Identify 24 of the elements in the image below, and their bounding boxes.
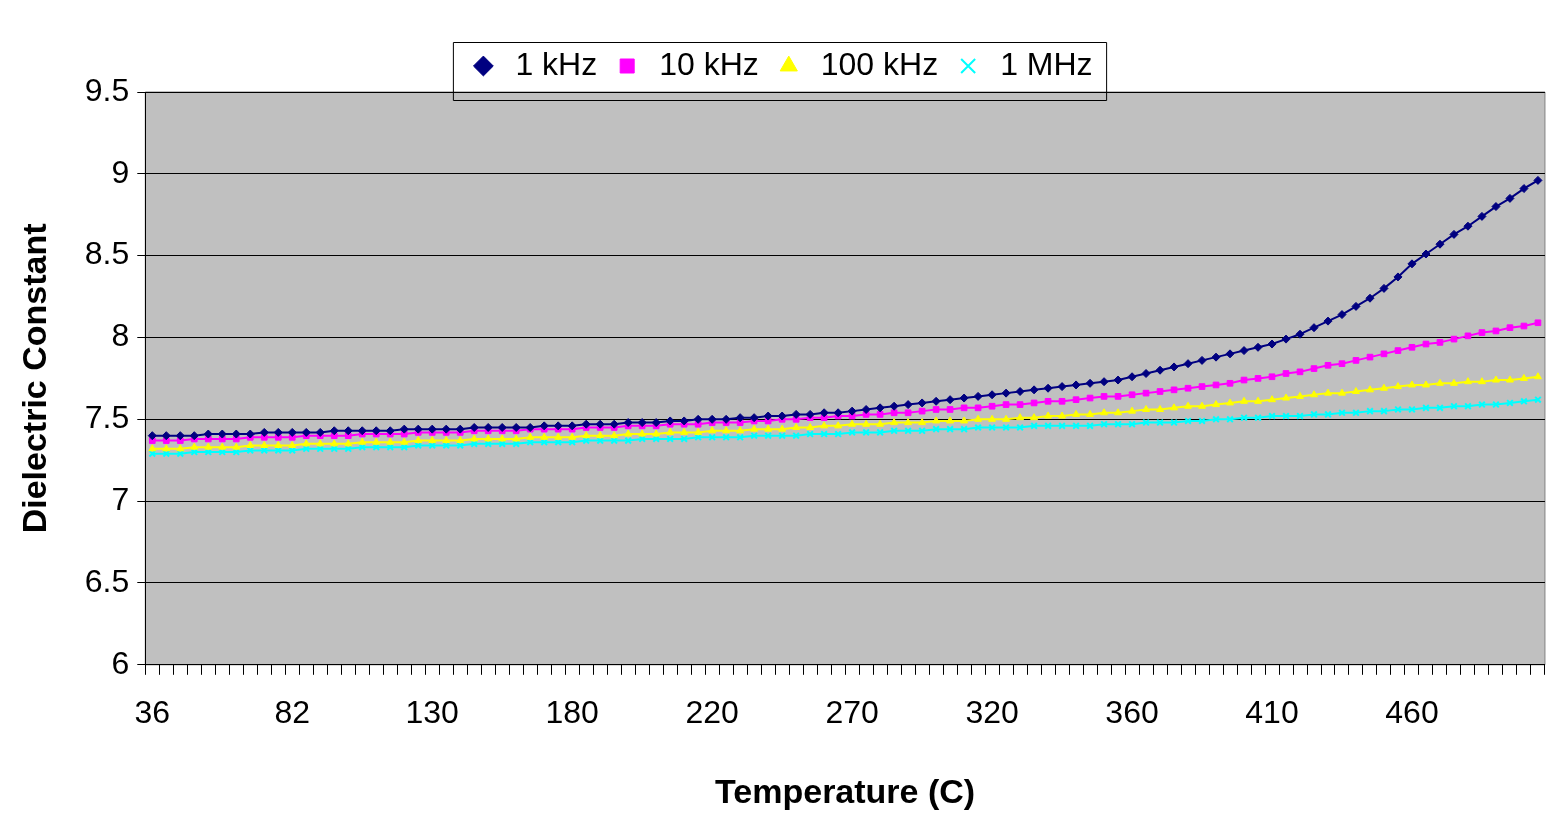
legend-label: 10 kHz	[659, 45, 759, 82]
y-tick-label: 8.5	[84, 235, 130, 272]
y-tick-label: 6.5	[84, 562, 130, 599]
y-tick-label: 6	[111, 644, 130, 681]
y-tick-label: 9.5	[84, 71, 130, 108]
x-axis-title: Temperature (C)	[715, 771, 976, 810]
x-tick-label: 36	[134, 693, 171, 730]
x-tick-label: 410	[1245, 693, 1299, 730]
y-tick-label: 7.5	[84, 399, 130, 436]
x-tick-label: 82	[274, 693, 311, 730]
legend-label: 1 kHz	[515, 45, 598, 82]
x-tick-label: 360	[1105, 693, 1159, 730]
y-axis-title: Dielectric Constant	[14, 223, 53, 534]
x-tick-label: 270	[825, 693, 879, 730]
legend-label: 1 MHz	[1000, 45, 1093, 82]
x-tick-label: 460	[1385, 693, 1439, 730]
y-tick-label: 9	[111, 153, 130, 190]
x-tick-label: 180	[545, 693, 599, 730]
x-tick-label: 220	[685, 693, 739, 730]
legend-label: 100 kHz	[820, 45, 939, 82]
y-tick-label: 7	[111, 480, 130, 517]
y-tick-label: 8	[111, 317, 130, 354]
x-tick-label: 130	[405, 693, 459, 730]
x-tick-label: 320	[965, 693, 1019, 730]
